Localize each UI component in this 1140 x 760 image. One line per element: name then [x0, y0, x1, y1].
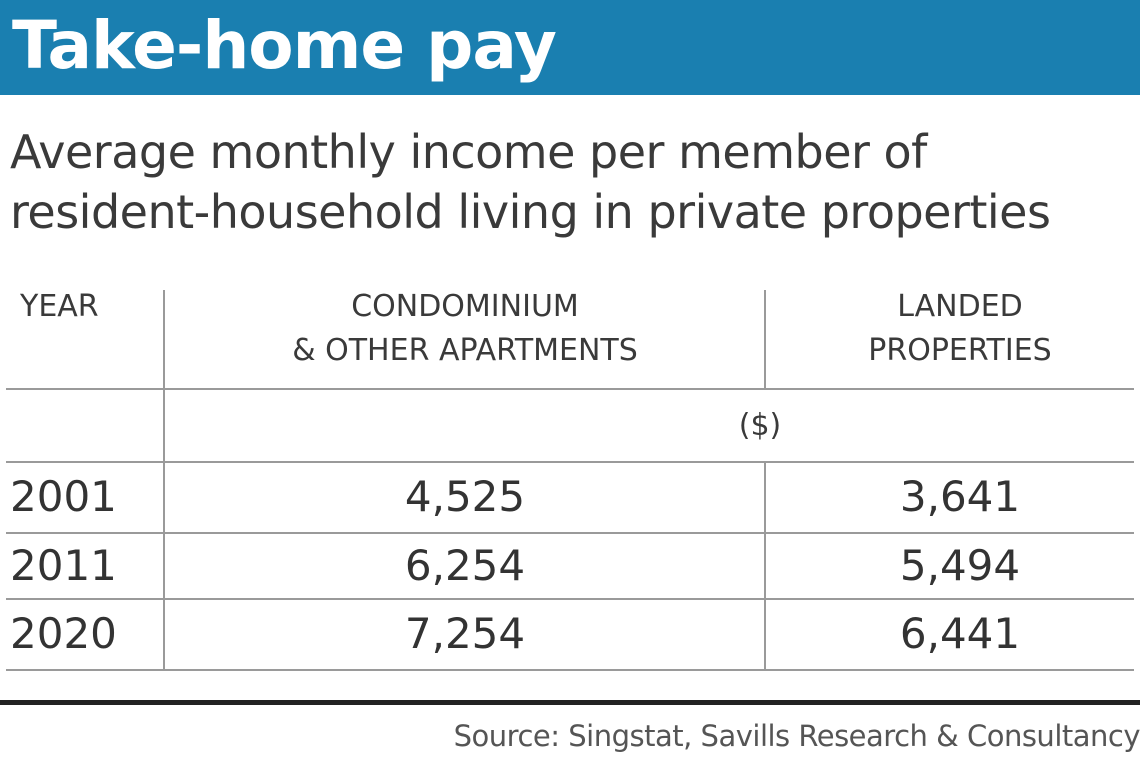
unit-rule: [6, 461, 1134, 463]
row-2-year: 2011: [10, 541, 117, 590]
row-2-landed-value: 5,494: [899, 541, 1021, 590]
column-header-landed-line-2: PROPERTIES: [868, 333, 1052, 368]
column-header-landed-line-1: LANDED: [897, 289, 1023, 324]
row-1-landed-value: 3,641: [899, 472, 1021, 521]
row-rule-1: [6, 532, 1134, 534]
column-divider-2-bottom: [764, 462, 766, 670]
row-rule-2: [6, 598, 1134, 600]
row-1-year: 2001: [10, 472, 117, 521]
row-3-condominium-value: 7,254: [404, 609, 526, 658]
column-header-condominium: CONDOMINIUM & OTHER APARTMENTS: [165, 285, 765, 373]
row-2-condominium-value: 6,254: [404, 541, 526, 590]
column-divider-2-top: [764, 290, 766, 390]
unit-label: ($): [738, 408, 782, 443]
subtitle-line-1: Average monthly income per member of: [10, 125, 927, 179]
subtitle-line-2: resident-household living in private pro…: [10, 185, 1051, 239]
column-header-year-line-1: YEAR: [20, 289, 99, 324]
row-3-landed-value: 6,441: [899, 609, 1021, 658]
title-bar: Take-home pay: [0, 0, 1140, 95]
column-header-condominium-line-2: & OTHER APARTMENTS: [292, 333, 638, 368]
bottom-rule: [0, 700, 1140, 705]
column-divider-1: [163, 290, 165, 670]
chart-title: Take-home pay: [12, 7, 557, 84]
source-note: Source: Singstat, Savills Research & Con…: [453, 719, 1140, 753]
header-rule: [6, 388, 1134, 390]
column-header-landed: LANDED PROPERTIES: [765, 285, 1140, 373]
column-header-year: YEAR: [20, 285, 99, 329]
chart-subtitle: Average monthly income per member of res…: [10, 122, 1135, 242]
row-3-year: 2020: [10, 609, 117, 658]
row-rule-3: [6, 669, 1134, 671]
column-header-condominium-line-1: CONDOMINIUM: [351, 289, 579, 324]
row-1-condominium-value: 4,525: [404, 472, 526, 521]
